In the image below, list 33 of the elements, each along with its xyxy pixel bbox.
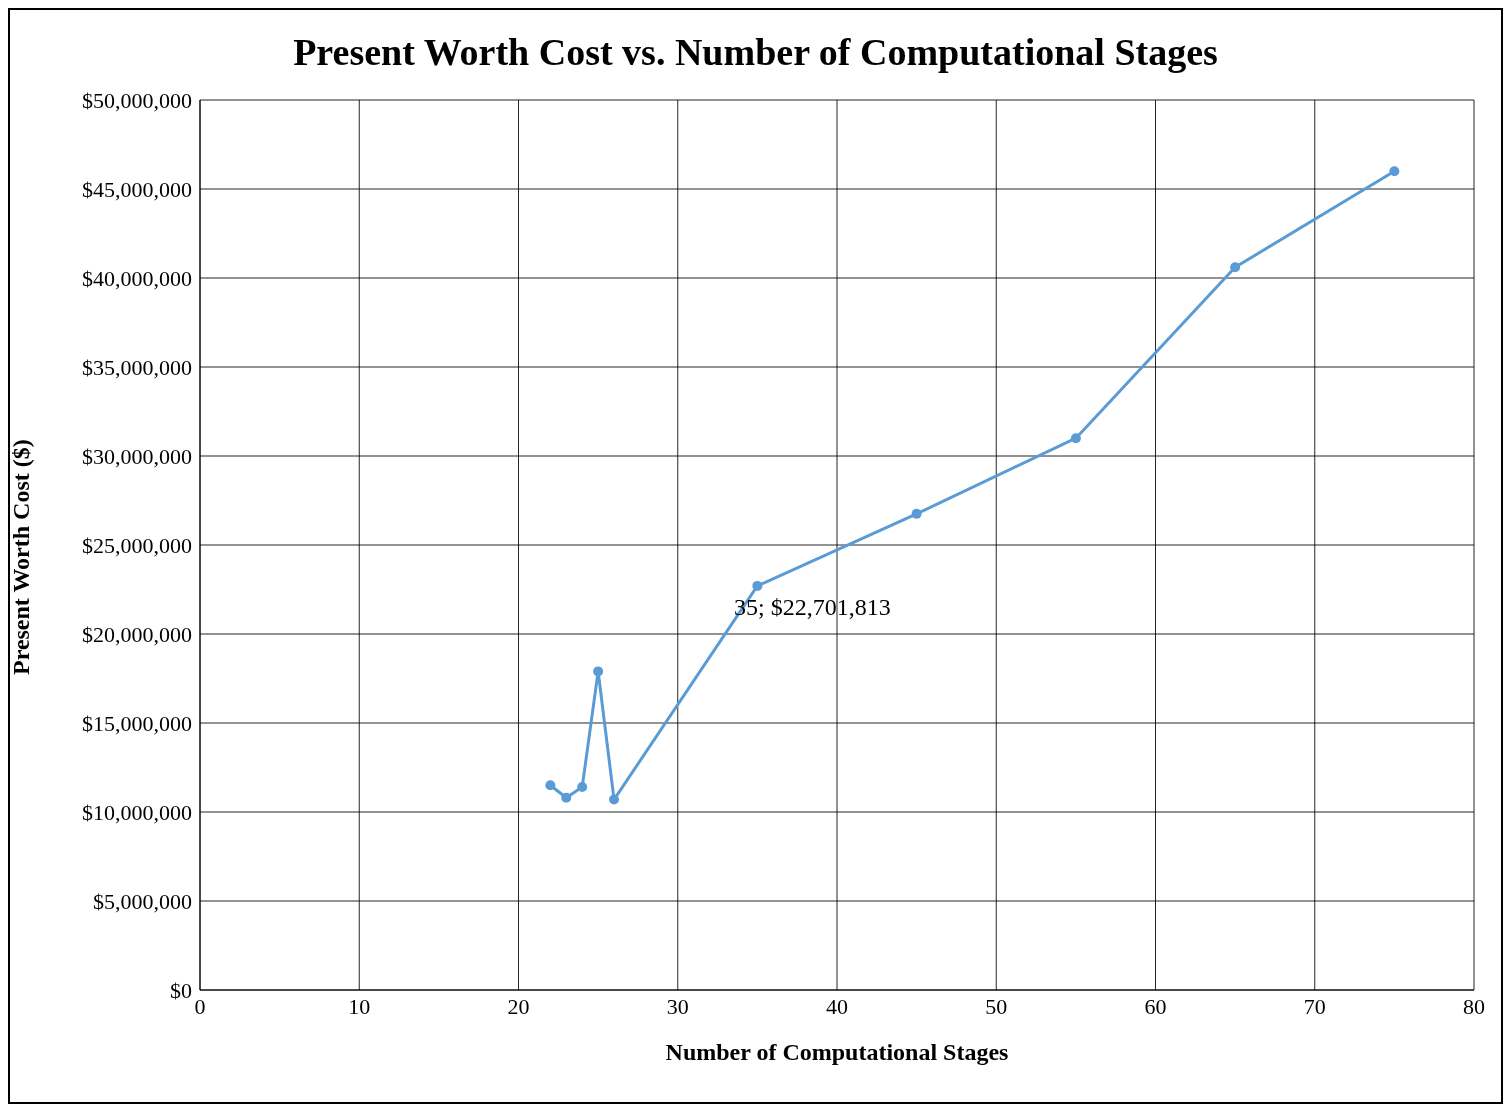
chart-title: Present Worth Cost vs. Number of Computational Stages xyxy=(293,31,1218,73)
x-tick-label: 40 xyxy=(826,993,848,1019)
x-tick-label: 70 xyxy=(1303,993,1326,1019)
y-tick-label: $50,000,000 xyxy=(82,87,192,113)
y-tick-label: $35,000,000 xyxy=(82,354,192,380)
y-axis-title: Present Worth Cost ($) xyxy=(7,439,34,675)
x-tick-label: 20 xyxy=(507,993,530,1019)
point xyxy=(911,508,922,519)
y-tick-label: $15,000,000 xyxy=(82,710,192,736)
point xyxy=(545,780,556,791)
x-tick-label: 10 xyxy=(348,993,371,1019)
y-tick-label: $25,000,000 xyxy=(82,532,192,558)
y-tick-label: $40,000,000 xyxy=(82,265,192,291)
y-tick-label: $10,000,000 xyxy=(82,799,192,825)
x-tick-label: 80 xyxy=(1463,993,1485,1019)
point xyxy=(752,580,763,591)
y-tick-label: $20,000,000 xyxy=(82,621,192,647)
y-tick-label: $30,000,000 xyxy=(82,443,192,469)
x-axis-title: Number of Computational Stages xyxy=(665,1039,1009,1065)
x-tick-label: 60 xyxy=(1144,993,1167,1019)
x-tick-label: 0 xyxy=(194,993,206,1019)
point xyxy=(561,792,572,803)
point xyxy=(593,666,604,677)
y-tick-label: $5,000,000 xyxy=(93,888,192,914)
y-tick-label: $0 xyxy=(170,977,192,1003)
x-tick-label: 30 xyxy=(666,993,689,1019)
point xyxy=(1230,262,1241,273)
point xyxy=(577,782,588,793)
point xyxy=(1389,166,1400,177)
y-tick-label: $45,000,000 xyxy=(82,176,192,202)
x-tick-label: 50 xyxy=(985,993,1008,1019)
point xyxy=(609,794,620,805)
point xyxy=(1070,433,1081,444)
